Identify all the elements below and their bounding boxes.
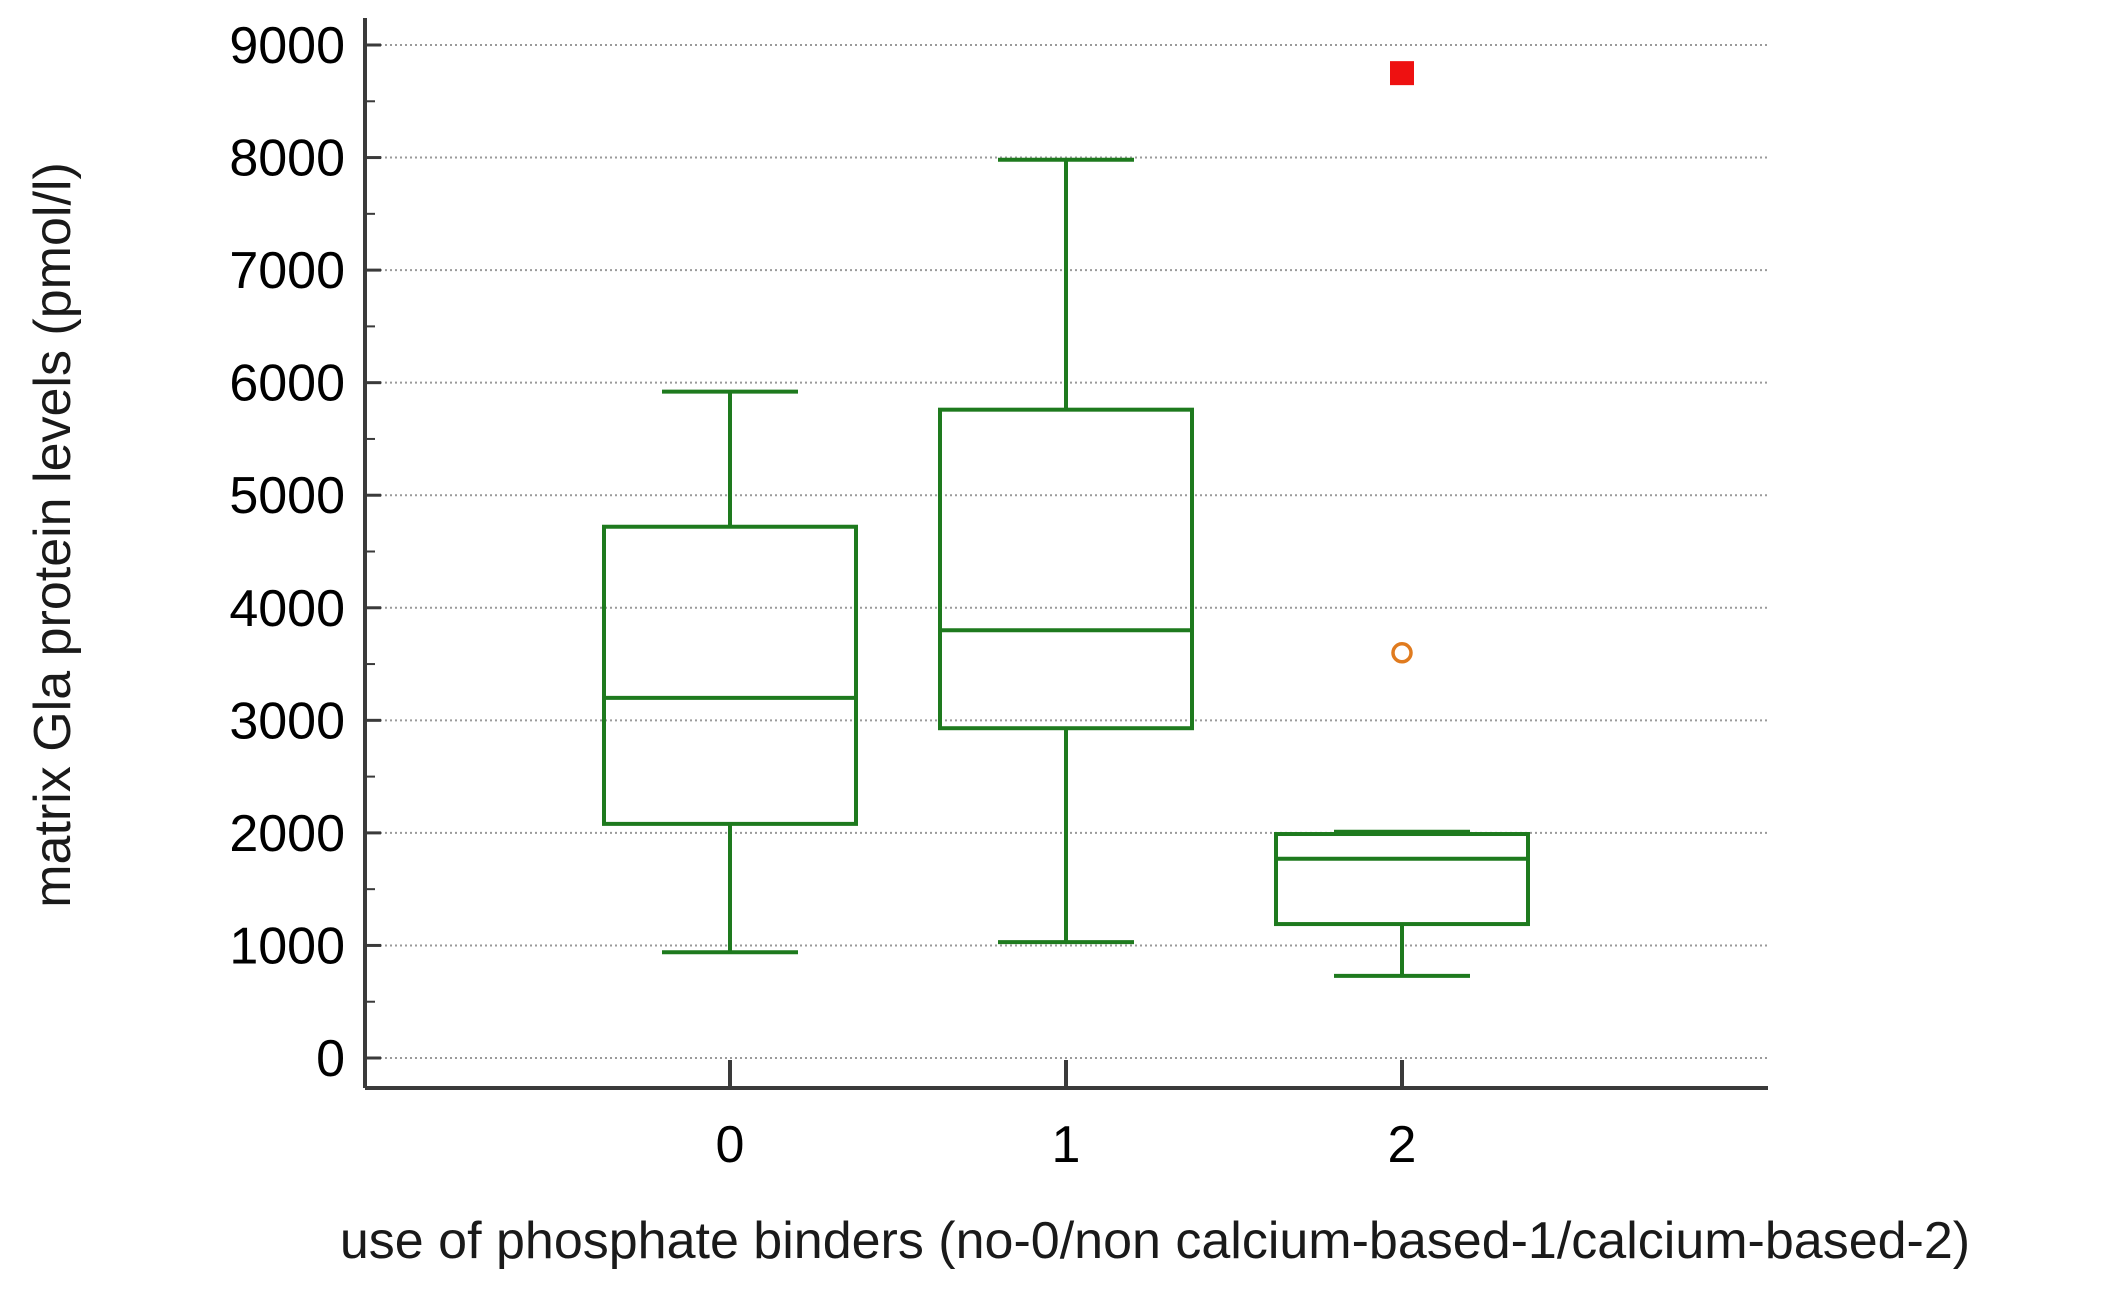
- far-outlier-point: [1390, 61, 1414, 86]
- y-tick-label-9000: 9000: [229, 17, 345, 75]
- y-axis-ticks: 0 1000 2000 3000 4000 5000 6000 7000 8000 9000: [229, 17, 381, 1088]
- interquartile-box: [1274, 832, 1530, 927]
- y-tick-label-2000: 2000: [229, 805, 345, 863]
- y-tick-label-6000: 6000: [229, 355, 345, 413]
- x-tick-label-1: 1: [1052, 1116, 1081, 1174]
- outlier-point: [1391, 642, 1413, 664]
- y-tick-label-7000: 7000: [229, 242, 345, 300]
- y-tick-label-0: 0: [316, 1030, 345, 1088]
- box-0: [602, 389, 858, 955]
- interquartile-box: [938, 407, 1194, 731]
- boxes: [602, 157, 1530, 978]
- y-tick-label-8000: 8000: [229, 130, 345, 188]
- interquartile-box: [602, 524, 858, 826]
- y-tick-label-4000: 4000: [229, 580, 345, 638]
- x-tick-label-0: 0: [716, 1116, 745, 1174]
- y-tick-label-3000: 3000: [229, 692, 345, 750]
- x-axis-ticks: 0 1 2: [716, 1060, 1417, 1174]
- y-tick-label-5000: 5000: [229, 467, 345, 525]
- y-axis-title: matrix Gla protein levels (pmol/l): [24, 162, 82, 908]
- x-tick-label-2: 2: [1388, 1116, 1417, 1174]
- outliers: [1390, 61, 1414, 664]
- y-tick-label-1000: 1000: [229, 917, 345, 975]
- box-1: [938, 157, 1194, 945]
- x-axis-title: use of phosphate binders (no-0/non calci…: [340, 1212, 1970, 1270]
- box-2: [1274, 829, 1530, 978]
